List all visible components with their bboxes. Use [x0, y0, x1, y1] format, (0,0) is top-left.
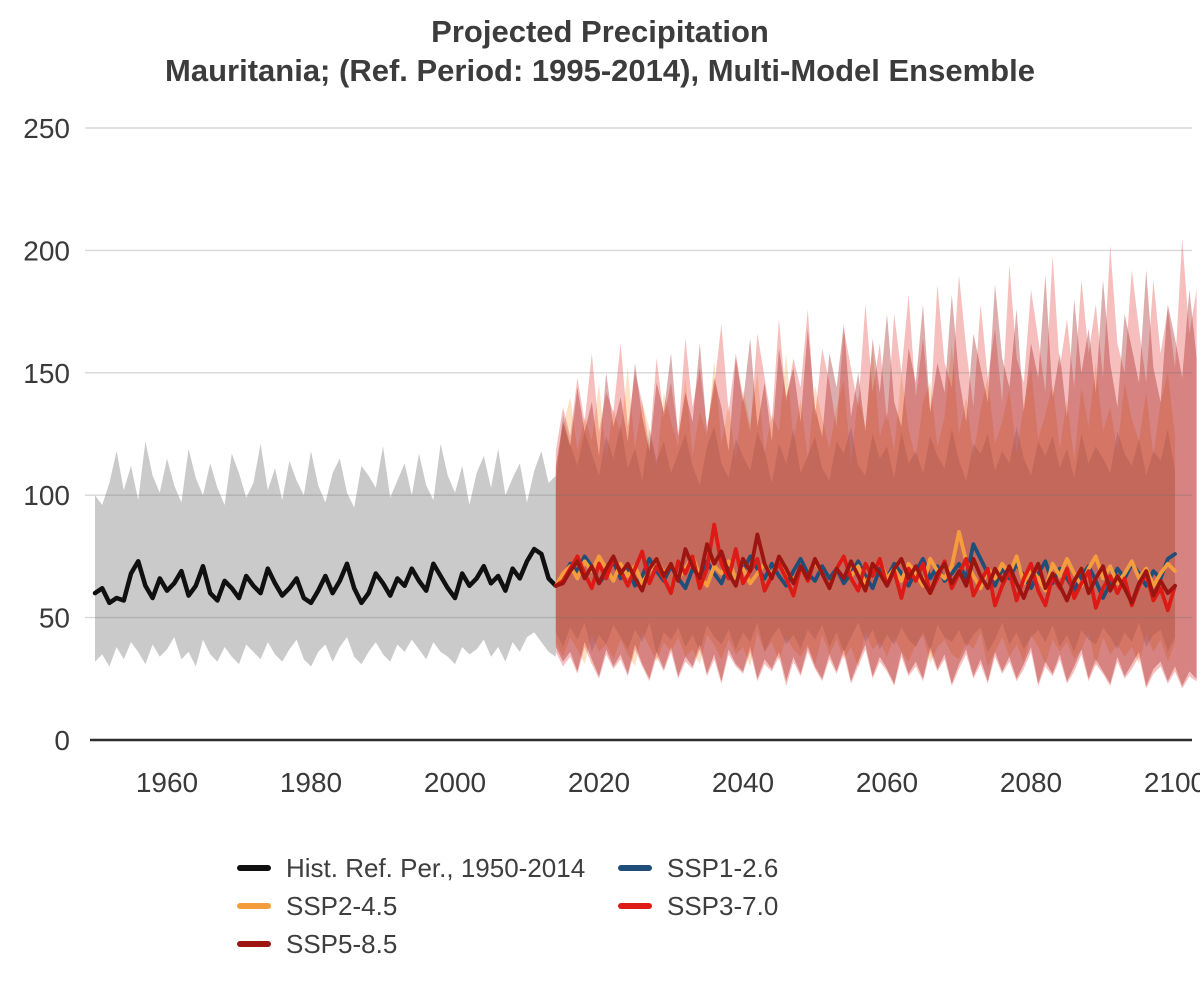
uncertainty-bands-layer [95, 238, 1197, 689]
x-tick-label: 2040 [712, 767, 774, 798]
legend-label-ssp5-8-5: SSP5-8.5 [286, 928, 398, 959]
legend-item-hist[interactable]: Hist. Ref. Per., 1950-2014 [237, 849, 618, 887]
y-tick-label: 250 [23, 113, 70, 144]
x-tick-label: 2020 [568, 767, 630, 798]
legend-item-ssp3-7-0[interactable]: SSP3-7.0 [618, 887, 778, 925]
legend-label-ssp3-7-0: SSP3-7.0 [667, 890, 779, 921]
legend-swatch-ssp2-4-5 [237, 903, 271, 909]
y-tick-label: 0 [54, 725, 70, 756]
legend-label-ssp2-4-5: SSP2-4.5 [286, 890, 398, 921]
legend-item-ssp1-2-6[interactable]: SSP1-2.6 [618, 849, 778, 887]
legend-swatch-hist [237, 865, 271, 871]
legend-item-ssp5-8-5[interactable]: SSP5-8.5 [237, 925, 618, 963]
band-SSP5-8.5 [555, 269, 1197, 687]
median-lines-layer [92, 522, 1177, 613]
grid-and-axes-layer: 0 50 100 150 200 250 1960 1980 2000 2020 2040 2060 2… [23, 113, 1200, 798]
y-tick-label: 200 [23, 235, 70, 266]
legend-label-hist: Hist. Ref. Per., 1950-2014 [286, 852, 586, 883]
legend-swatch-ssp3-7-0 [618, 903, 652, 909]
legend-item-ssp2-4-5[interactable]: SSP2-4.5 [237, 887, 618, 925]
chart-legend: Hist. Ref. Per., 1950-2014 SSP1-2.6 SSP2… [237, 849, 778, 963]
y-tick-label: 50 [39, 603, 70, 634]
y-tick-label: 100 [23, 480, 70, 511]
chart-title: Projected Precipitation [431, 14, 769, 49]
legend-swatch-ssp5-8-5 [237, 941, 271, 947]
x-tick-label: 2060 [856, 767, 918, 798]
median-line-Hist. Ref. Per., 1950-2014 [92, 546, 559, 606]
x-tick-label: 1980 [280, 767, 342, 798]
x-tick-label: 2100 [1144, 767, 1200, 798]
y-tick-label: 150 [23, 358, 70, 389]
chart-subtitle: Mauritania; (Ref. Period: 1995-2014), Mu… [165, 53, 1035, 88]
median-line-SSP5-8.5 [553, 532, 1177, 605]
legend-swatch-ssp1-2-6 [618, 865, 652, 871]
legend-label-ssp1-2-6: SSP1-2.6 [667, 852, 779, 883]
band-Hist. Ref. Per., 1950-2014 [95, 441, 556, 667]
precipitation-chart-plot: 0 50 100 150 200 250 1960 1980 2000 2020 2040 2060 2… [23, 113, 1200, 798]
chart-title-block: Projected Precipitation Mauritania; (Ref… [0, 12, 1200, 90]
x-tick-label: 1960 [136, 767, 198, 798]
x-tick-label: 2080 [1000, 767, 1062, 798]
x-tick-label: 2000 [424, 767, 486, 798]
